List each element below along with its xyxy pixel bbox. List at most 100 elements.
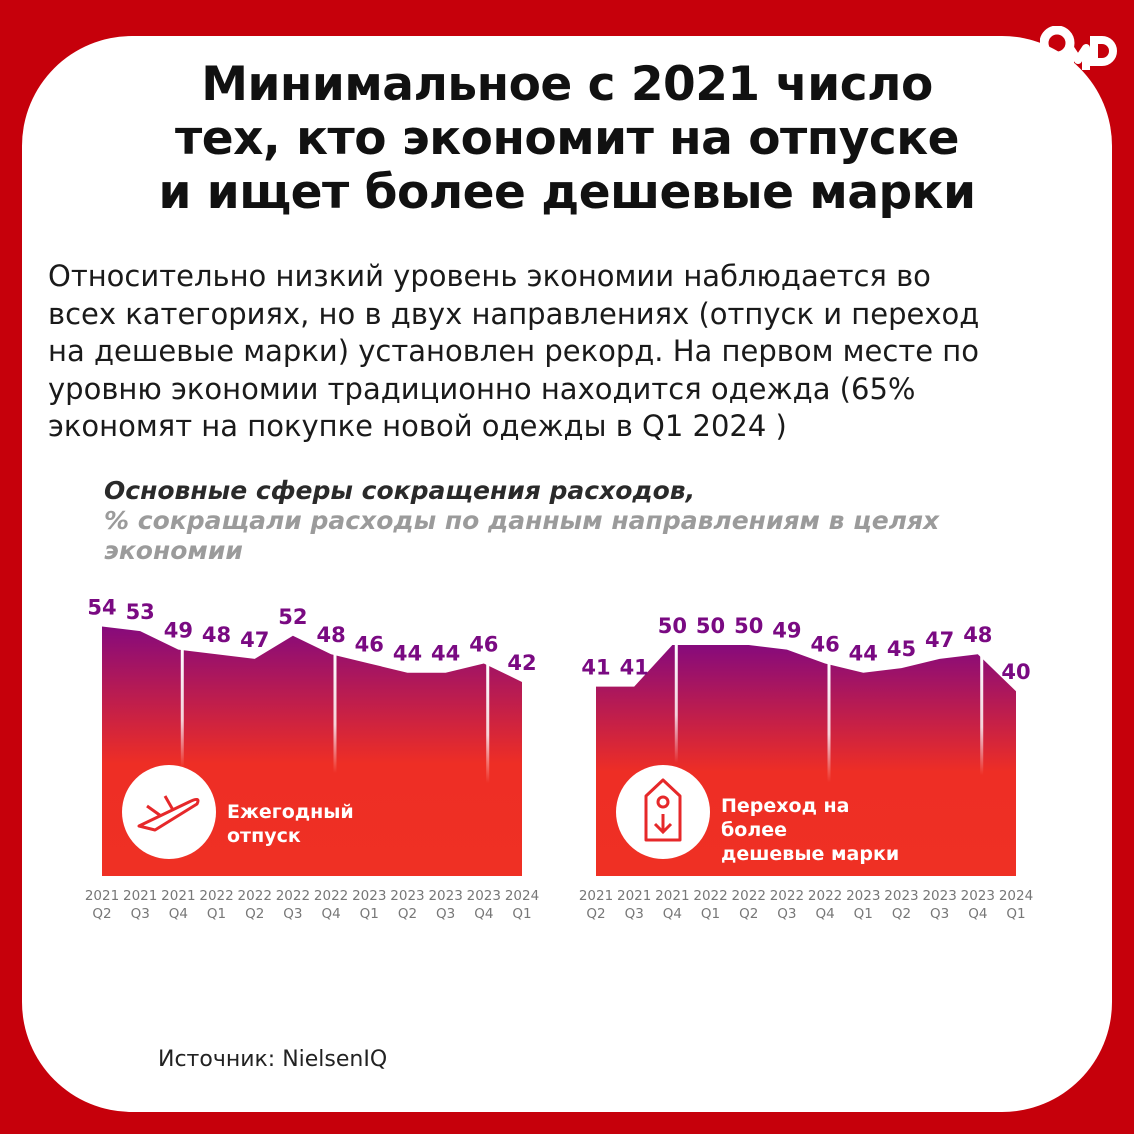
tick-label-year: 2022: [808, 888, 842, 904]
value-label: 48: [963, 623, 992, 647]
series-label: отпуск: [227, 825, 301, 847]
tick-label-year: 2023: [922, 888, 956, 904]
tick-label-year: 2021: [161, 888, 195, 904]
lead-line: на дешевые марки) установлен рекорд. На …: [48, 334, 980, 368]
tick-label-quarter: Q4: [815, 906, 834, 922]
tick-label-quarter: Q1: [512, 906, 531, 922]
value-label: 50: [734, 614, 763, 638]
value-label: 50: [696, 614, 725, 638]
tick-label-quarter: Q4: [169, 906, 188, 922]
tick-label-year: 2023: [390, 888, 424, 904]
tick-label-quarter: Q1: [1006, 906, 1025, 922]
value-label: 54: [87, 596, 116, 620]
tick-label-quarter: Q1: [207, 906, 226, 922]
tick-label-quarter: Q3: [777, 906, 796, 922]
series-label: более: [721, 819, 787, 841]
value-label: 46: [469, 632, 498, 656]
title-line: и ищет более дешевые марки: [158, 165, 976, 220]
value-label: 48: [202, 623, 231, 647]
tick-label-year: 2022: [693, 888, 727, 904]
tick-label-year: 2022: [276, 888, 310, 904]
tick-label-year: 2022: [199, 888, 233, 904]
tick-label-quarter: Q1: [701, 906, 720, 922]
tick-label-year: 2022: [732, 888, 766, 904]
series-label: дешевые марки: [721, 843, 899, 865]
value-label: 47: [925, 628, 954, 652]
tick-label-quarter: Q2: [398, 906, 417, 922]
content-card: [22, 36, 1112, 1112]
page-title: Минимальное с 2021 число тех, кто эконом…: [60, 58, 1074, 220]
tick-label-year: 2023: [961, 888, 995, 904]
tick-label-year: 2022: [238, 888, 272, 904]
tick-label-quarter: Q2: [586, 906, 605, 922]
tick-label-quarter: Q1: [360, 906, 379, 922]
source-note: Источник: NielsenIQ: [158, 1047, 388, 1072]
tick-label-year: 2024: [999, 888, 1033, 904]
tick-label-year: 2022: [314, 888, 348, 904]
lead-line: экономят на покупке новой одежды в Q1 20…: [48, 409, 787, 443]
tick-label-quarter: Q4: [663, 906, 682, 922]
tick-label-quarter: Q2: [739, 906, 758, 922]
tick-label-quarter: Q3: [436, 906, 455, 922]
subtitle-line: % сокращали расходы по данным направлени…: [104, 506, 940, 535]
price-tag-down-icon: [616, 765, 710, 859]
airplane-takeoff-icon: [122, 765, 216, 859]
tick-label-quarter: Q2: [892, 906, 911, 922]
value-label: 44: [393, 642, 422, 666]
value-label: 41: [620, 656, 649, 680]
title-line: Минимальное с 2021 число: [201, 57, 933, 112]
tick-label-year: 2021: [85, 888, 119, 904]
tick-label-quarter: Q1: [854, 906, 873, 922]
area-chart-1: 54 2021 Q2 53 2021 Q3 49 2021 Q4 48 2022 Q1 47 2022 Q2…: [85, 596, 539, 922]
tick-label-year: 2023: [467, 888, 501, 904]
value-label: 40: [1001, 660, 1030, 684]
lead-paragraph: Относительно низкий уровень экономии наб…: [48, 258, 1108, 446]
value-label: 44: [849, 642, 878, 666]
year-separator: [180, 647, 184, 768]
year-separator: [980, 655, 984, 776]
area-chart-2: 41 2021 Q2 41 2021 Q3 50 2021 Q4 50 2022 Q1 50 2022 Q2…: [579, 614, 1033, 922]
value-label: 41: [581, 656, 610, 680]
series-label: Переход на: [721, 795, 850, 817]
tick-label-year: 2023: [352, 888, 386, 904]
tick-label-year: 2022: [770, 888, 804, 904]
tick-label-quarter: Q4: [968, 906, 987, 922]
value-label: 45: [887, 637, 916, 661]
value-label: 46: [355, 632, 384, 656]
lead-line: уровню экономии традиционно находится од…: [48, 371, 916, 406]
value-label: 49: [164, 619, 193, 643]
year-separator: [674, 643, 678, 763]
value-label: 53: [126, 600, 155, 624]
value-label: 48: [316, 623, 345, 647]
tick-label-year: 2021: [617, 888, 651, 904]
omd-logo: [1040, 26, 1117, 70]
tick-label-year: 2023: [846, 888, 880, 904]
tick-label-quarter: Q3: [283, 906, 302, 922]
year-separator: [486, 662, 490, 783]
chart-subtitle: Основные сферы сокращения расходов, % со…: [104, 476, 1084, 566]
value-label: 42: [507, 651, 536, 675]
tick-label-quarter: Q4: [321, 906, 340, 922]
year-separator: [333, 652, 337, 773]
value-label: 44: [431, 642, 460, 666]
subtitle-line: экономии: [104, 536, 243, 565]
tick-label-year: 2021: [123, 888, 157, 904]
tick-label-year: 2021: [655, 888, 689, 904]
value-label: 47: [240, 628, 269, 652]
subtitle-line: Основные сферы сокращения расходов,: [104, 476, 696, 505]
tick-label-year: 2023: [428, 888, 462, 904]
lead-line: Относительно низкий уровень экономии наб…: [48, 259, 931, 293]
title-line: тех, кто экономит на отпуске: [174, 111, 960, 166]
tick-label-quarter: Q3: [131, 906, 150, 922]
tick-label-quarter: Q2: [92, 906, 111, 922]
tick-label-quarter: Q3: [930, 906, 949, 922]
year-separator: [827, 662, 831, 783]
value-label: 52: [278, 605, 307, 629]
series-label: Ежегодный: [227, 801, 354, 823]
tick-label-quarter: Q2: [245, 906, 264, 922]
value-label: 50: [658, 614, 687, 638]
tick-label-year: 2023: [884, 888, 918, 904]
lead-line: всех категориях, но в двух направлениях …: [48, 296, 980, 331]
value-label: 46: [810, 632, 839, 656]
